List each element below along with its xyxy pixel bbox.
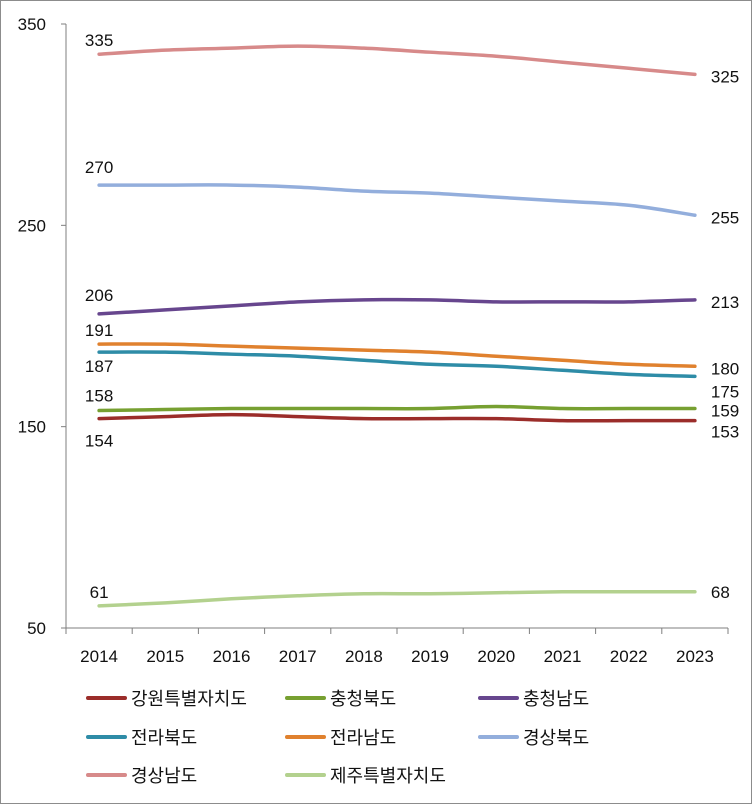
data-label-first: 154 xyxy=(85,432,113,451)
legend-label: 전라북도 xyxy=(131,728,197,749)
data-label-last: 325 xyxy=(711,67,739,86)
legend-item: 전라북도 xyxy=(86,728,197,749)
series-line-7 xyxy=(97,44,697,77)
x-tick-label: 2019 xyxy=(411,647,449,666)
legend-label: 전라남도 xyxy=(330,728,396,749)
series-line-6 xyxy=(97,183,697,218)
series-line-2 xyxy=(97,404,697,413)
legend-label: 경상북도 xyxy=(523,728,589,749)
x-tick-label: 2018 xyxy=(345,647,383,666)
data-label-last: 159 xyxy=(711,402,739,421)
data-label-first: 335 xyxy=(85,31,113,50)
axes: 50 150 250 350 2014 2015 2016 2017 2018 2019 2020 2… xyxy=(18,15,729,666)
legend-item: 강원특별자치도 xyxy=(86,689,247,710)
data-label-last: 153 xyxy=(711,423,739,442)
data-label-first: 206 xyxy=(85,286,113,305)
series-lines xyxy=(97,44,697,608)
x-tick-label: 2020 xyxy=(477,647,515,666)
x-tick-label: 2016 xyxy=(213,647,251,666)
legend-item: 제주특별자치도 xyxy=(285,766,446,787)
data-label-last: 180 xyxy=(711,359,739,378)
y-tick-label: 350 xyxy=(18,15,46,34)
legend-label: 강원특별자치도 xyxy=(131,689,247,710)
series-line-3 xyxy=(97,297,697,316)
data-label-last: 213 xyxy=(711,293,739,312)
data-label-last: 175 xyxy=(711,382,739,401)
series-line-5 xyxy=(97,342,697,369)
series-line-4 xyxy=(97,350,697,379)
legend-label: 제주특별자치도 xyxy=(330,766,446,787)
x-tick-label: 2015 xyxy=(146,647,184,666)
data-label-first: 270 xyxy=(85,158,113,177)
x-tick-label: 2021 xyxy=(544,647,582,666)
x-tick-label: 2023 xyxy=(676,647,714,666)
data-label-first: 158 xyxy=(85,387,113,406)
legend-item: 충청북도 xyxy=(285,689,396,710)
data-label-first: 61 xyxy=(90,583,109,602)
data-label-first: 187 xyxy=(85,357,113,376)
y-tick-label: 150 xyxy=(18,418,46,437)
series-line-1 xyxy=(97,412,697,423)
legend-item: 경상북도 xyxy=(478,728,589,749)
legend-label: 충청남도 xyxy=(523,689,589,710)
legend-label: 경상남도 xyxy=(131,766,197,787)
legend-item: 경상남도 xyxy=(86,766,197,787)
y-tick-label: 50 xyxy=(27,619,46,638)
x-tick-label: 2014 xyxy=(80,647,118,666)
y-tick-label: 250 xyxy=(18,216,46,235)
data-label-last: 255 xyxy=(711,208,739,227)
legend-item: 전라남도 xyxy=(285,728,396,749)
legend-item: 충청남도 xyxy=(478,689,589,710)
series-line-8 xyxy=(97,589,697,608)
data-labels: 154 153 158 159 206 213 187 175 191 180 270 255 335 3… xyxy=(85,31,739,602)
x-tick-label: 2022 xyxy=(610,647,648,666)
legend-label: 충청북도 xyxy=(330,689,396,710)
x-tick-label: 2017 xyxy=(279,647,317,666)
data-label-last: 68 xyxy=(711,583,730,602)
data-label-first: 191 xyxy=(85,321,113,340)
